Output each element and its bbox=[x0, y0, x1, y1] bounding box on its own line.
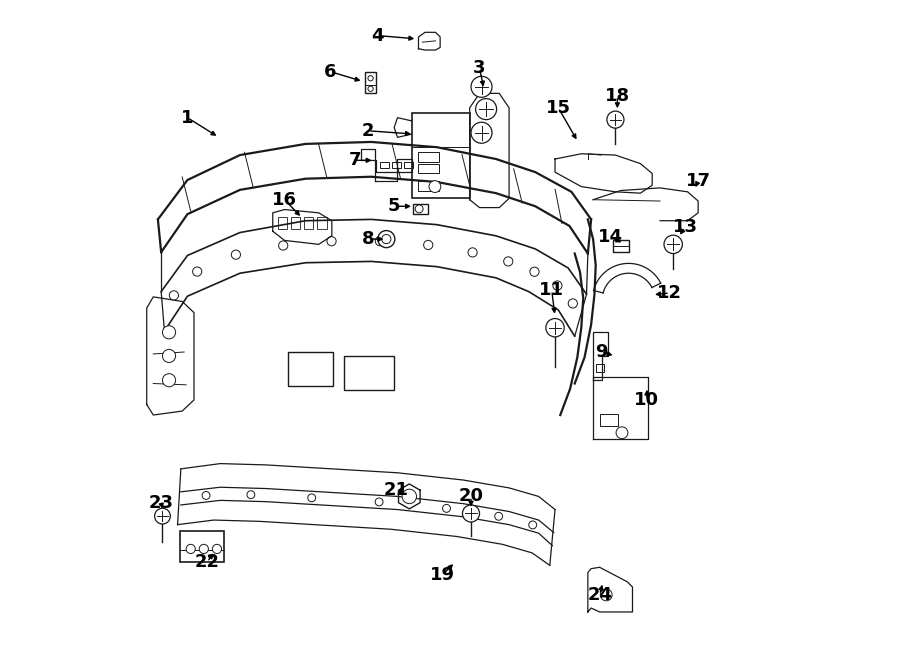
Bar bbox=[364, 72, 376, 93]
Circle shape bbox=[368, 86, 373, 91]
Bar bbox=[418, 152, 439, 162]
Text: 5: 5 bbox=[388, 197, 400, 215]
Circle shape bbox=[545, 318, 564, 337]
Circle shape bbox=[202, 491, 210, 499]
Circle shape bbox=[475, 99, 497, 120]
Text: 20: 20 bbox=[458, 487, 483, 505]
Circle shape bbox=[199, 544, 209, 553]
Circle shape bbox=[471, 122, 492, 143]
Circle shape bbox=[415, 205, 423, 213]
Bar bbox=[596, 364, 604, 371]
Circle shape bbox=[600, 589, 612, 601]
Bar bbox=[418, 164, 439, 173]
Circle shape bbox=[529, 521, 536, 529]
Circle shape bbox=[193, 267, 202, 276]
Circle shape bbox=[375, 498, 383, 506]
Circle shape bbox=[327, 236, 336, 246]
Circle shape bbox=[424, 240, 433, 250]
Circle shape bbox=[169, 291, 178, 300]
Bar bbox=[418, 181, 439, 191]
Text: 22: 22 bbox=[194, 553, 220, 571]
Text: 3: 3 bbox=[473, 60, 486, 77]
Circle shape bbox=[402, 489, 417, 504]
Text: 23: 23 bbox=[148, 494, 174, 512]
Text: 1: 1 bbox=[181, 109, 194, 126]
Text: 2: 2 bbox=[362, 122, 374, 140]
Circle shape bbox=[443, 504, 450, 512]
Circle shape bbox=[468, 248, 477, 257]
Text: 9: 9 bbox=[595, 343, 608, 361]
Text: 11: 11 bbox=[539, 281, 564, 299]
Circle shape bbox=[247, 491, 255, 498]
Circle shape bbox=[530, 267, 539, 276]
Text: 12: 12 bbox=[657, 284, 682, 302]
Circle shape bbox=[664, 235, 682, 254]
Circle shape bbox=[375, 236, 384, 246]
Circle shape bbox=[463, 505, 480, 522]
Text: 15: 15 bbox=[545, 99, 571, 117]
Text: 4: 4 bbox=[372, 26, 384, 44]
Circle shape bbox=[231, 250, 240, 260]
Circle shape bbox=[429, 181, 441, 193]
Bar bbox=[392, 162, 401, 168]
Circle shape bbox=[616, 427, 628, 439]
Bar bbox=[404, 162, 413, 168]
Circle shape bbox=[568, 299, 578, 308]
Text: 19: 19 bbox=[429, 566, 454, 584]
Bar bbox=[380, 162, 389, 168]
Bar bbox=[179, 530, 224, 562]
Text: 10: 10 bbox=[634, 391, 660, 409]
Text: 14: 14 bbox=[598, 228, 624, 246]
Circle shape bbox=[368, 75, 373, 81]
Text: 24: 24 bbox=[587, 586, 612, 604]
Circle shape bbox=[607, 111, 624, 128]
Circle shape bbox=[495, 512, 502, 520]
Circle shape bbox=[378, 230, 395, 248]
Circle shape bbox=[163, 326, 176, 339]
Circle shape bbox=[308, 494, 316, 502]
Text: 7: 7 bbox=[348, 152, 361, 169]
Text: 6: 6 bbox=[324, 63, 337, 81]
Bar bbox=[412, 113, 470, 199]
Circle shape bbox=[471, 76, 492, 97]
Bar bbox=[304, 216, 313, 228]
Bar bbox=[413, 204, 428, 214]
FancyBboxPatch shape bbox=[288, 352, 333, 386]
Text: 16: 16 bbox=[272, 191, 297, 209]
Text: 13: 13 bbox=[672, 218, 698, 236]
Text: 17: 17 bbox=[686, 172, 711, 191]
Bar bbox=[318, 216, 327, 228]
Circle shape bbox=[212, 544, 221, 553]
Circle shape bbox=[163, 350, 176, 363]
Circle shape bbox=[279, 241, 288, 250]
Text: 8: 8 bbox=[362, 230, 374, 248]
Text: 18: 18 bbox=[605, 87, 630, 105]
Circle shape bbox=[155, 508, 170, 524]
Circle shape bbox=[163, 373, 176, 387]
Text: 21: 21 bbox=[383, 481, 409, 499]
Bar bbox=[613, 240, 629, 252]
Bar bbox=[291, 216, 301, 228]
Bar bbox=[599, 414, 618, 426]
Circle shape bbox=[186, 544, 195, 553]
Circle shape bbox=[504, 257, 513, 266]
Circle shape bbox=[553, 281, 562, 290]
FancyBboxPatch shape bbox=[344, 356, 393, 390]
Circle shape bbox=[382, 234, 391, 244]
Bar bbox=[278, 216, 287, 228]
